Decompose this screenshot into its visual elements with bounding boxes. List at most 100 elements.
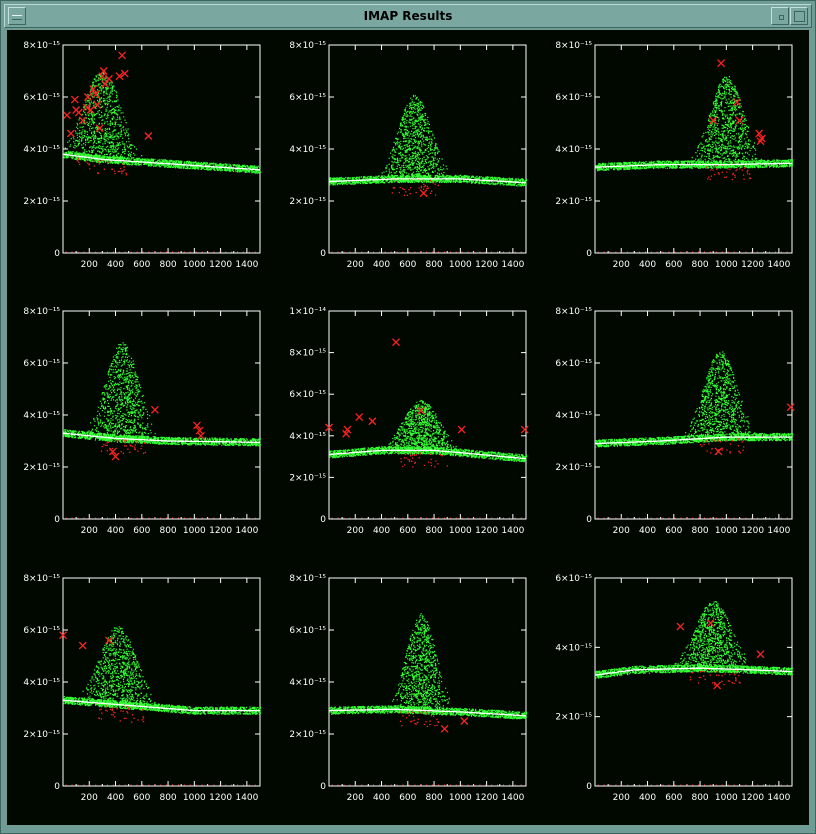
outlier-marker [392,338,400,347]
y-tick-label: 8×10⁻¹⁵ [555,307,592,317]
plot-panel-1: 200 400 600 800 1000 1200 1400 0 2×10⁻¹⁵ 4×10⁻¹⁵ 6… [23,41,262,270]
outlier-marker [735,116,744,125]
y-tick-label: 4×10⁻¹⁵ [23,145,60,155]
data-points [63,626,262,715]
trend-line [328,178,527,184]
outlier-marker [74,108,83,117]
y-tick-label: 0 [586,782,592,792]
rejected-points [76,157,128,176]
x-tick-label: 200 [613,526,630,536]
trend-line [62,432,260,443]
plot-frame [62,310,261,520]
y-tick-label: 8×10⁻¹⁵ [289,574,326,584]
y-tick-label: 4×10⁻¹⁵ [555,643,592,653]
x-tick-label: 600 [399,526,416,536]
y-tick-label: 2×10⁻¹⁵ [23,463,60,473]
plot-panel-5: 200 400 600 800 1000 1200 1400 0 2×10⁻¹⁵ 4×10⁻¹⁵ 6… [289,307,529,536]
outlier-marker [59,631,67,640]
plot-panel-2: 200 400 600 800 1000 1200 1400 0 2×10⁻¹⁵ 4×10⁻¹⁵ 6… [289,41,528,270]
data-points [595,601,794,680]
y-tick-label: 4×10⁻¹⁵ [289,678,326,688]
rejected-points [95,702,145,723]
outlier-marker [786,403,795,412]
y-tick-label: 0 [320,782,326,792]
x-tick-label: 800 [159,793,176,803]
y-tick-label: 6×10⁻¹⁵ [289,93,326,103]
y-tick-label: 6×10⁻¹⁵ [289,390,326,400]
x-tick-label: 400 [107,260,124,270]
x-tick-label: 400 [639,793,656,803]
x-tick-label: 1000 [183,526,206,536]
outlier-marker [457,425,466,434]
outlier-marker [196,431,205,440]
x-tick-label: 800 [159,260,176,270]
outlier-marker [756,650,765,659]
x-tick-label: 200 [613,793,630,803]
plot-canvas: 200 400 600 800 1000 1200 1400 0 2×10⁻¹⁵ 4×10⁻¹⁵ 6… [7,30,809,825]
trend-line [594,436,792,445]
x-tick-label: 200 [81,260,98,270]
y-tick-label: 6×10⁻¹⁵ [23,93,60,103]
outlier-marker [676,622,685,631]
trend-line [62,153,261,171]
outlier-marker [343,425,352,434]
plot-frame [62,44,261,254]
x-tick-label: 200 [347,793,364,803]
y-tick-label: 2×10⁻¹⁵ [23,730,60,740]
y-tick-label: 8×10⁻¹⁵ [23,41,60,51]
x-tick-label: 800 [691,793,708,803]
outlier-marker [108,447,117,456]
window-menu-button[interactable] [8,7,26,25]
outlier-marker [83,93,92,101]
y-tick-label: 2×10⁻¹⁵ [289,473,326,483]
x-tick-label: 600 [665,526,682,536]
outlier-marker [144,132,153,140]
x-tick-label: 600 [399,260,416,270]
y-tick-label: 8×10⁻¹⁵ [23,574,60,584]
outlier-marker [755,129,764,138]
x-tick-label: 400 [639,526,656,536]
rejected-points [689,668,741,686]
x-tick-label: 1000 [449,526,472,536]
y-tick-label: 2×10⁻¹⁵ [289,197,326,207]
y-tick-label: 6×10⁻¹⁵ [289,626,326,636]
outlier-marker [70,95,79,104]
maximize-button[interactable] [790,7,808,25]
outlier-marker [706,619,715,628]
outlier-marker [105,74,113,83]
outlier-marker [732,98,741,107]
plot-panel-6: 200 400 600 800 1000 1200 1400 0 2×10⁻¹⁵ 4×10⁻¹⁵ 6… [555,307,795,536]
x-tick-label: 1400 [235,526,258,536]
outlier-marker [118,51,127,60]
plot-frame [594,577,793,787]
x-tick-label: 600 [399,793,416,803]
plot-frame [328,577,527,787]
x-tick-label: 800 [425,260,442,270]
outlier-marker [416,406,425,415]
title-bar[interactable]: IMAP Results [4,4,812,28]
x-tick-label: 1000 [715,526,738,536]
outlier-marker [62,111,71,120]
x-tick-label: 1400 [235,793,258,803]
x-tick-label: 400 [107,793,124,803]
minimize-button[interactable] [771,7,789,25]
outlier-marker [520,425,529,434]
x-tick-label: 1000 [715,260,738,270]
outlier-marker [717,59,726,68]
y-tick-label: 8×10⁻¹⁵ [555,41,592,51]
x-tick-label: 1400 [501,526,524,536]
y-tick-label: 6×10⁻¹⁵ [555,574,592,584]
outlier-marker [440,724,449,733]
x-tick-label: 1000 [715,793,738,803]
y-tick-label: 8×10⁻¹⁵ [289,349,326,359]
data-points [329,94,528,187]
x-tick-label: 1200 [475,260,498,270]
y-tick-label: 0 [586,515,592,525]
x-tick-label: 200 [347,260,364,270]
y-tick-label: 8×10⁻¹⁵ [289,41,326,51]
x-tick-label: 1000 [449,793,472,803]
trend-line [328,449,527,460]
outlier-marker [325,423,333,432]
x-tick-label: 1400 [235,260,258,270]
outlier-marker [91,90,100,99]
